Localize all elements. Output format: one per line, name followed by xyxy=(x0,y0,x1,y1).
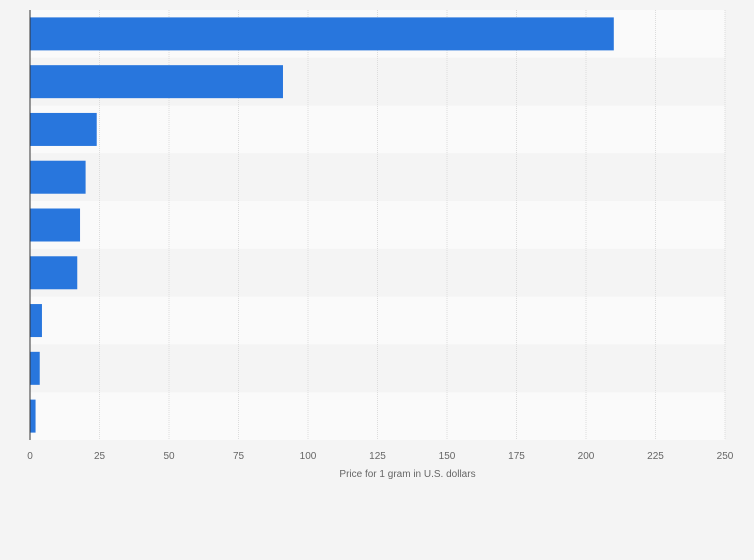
bar[interactable] xyxy=(30,351,40,385)
x-axis-title: Price for 1 gram in U.S. dollars xyxy=(339,469,475,480)
bars xyxy=(30,17,614,433)
x-tick-label: 225 xyxy=(647,451,664,462)
grid-lines xyxy=(99,10,726,440)
x-tick-label: 0 xyxy=(27,451,33,462)
x-tick-label: 100 xyxy=(300,451,317,462)
bar[interactable] xyxy=(30,399,36,433)
bar[interactable] xyxy=(30,304,42,338)
x-tick-label: 175 xyxy=(508,451,525,462)
bar[interactable] xyxy=(30,112,97,146)
row-band xyxy=(30,105,725,154)
bar[interactable] xyxy=(30,17,614,51)
bar[interactable] xyxy=(30,256,78,290)
x-tick-label: 25 xyxy=(94,451,106,462)
bar[interactable] xyxy=(30,65,283,99)
x-tick-label: 125 xyxy=(369,451,386,462)
x-tick-labels: 0 25 50 75 100 125 150 175 200 225 250 xyxy=(27,451,734,462)
bar[interactable] xyxy=(30,208,81,242)
bar[interactable] xyxy=(30,160,86,194)
x-tick-label: 75 xyxy=(233,451,245,462)
x-tick-label: 200 xyxy=(578,451,595,462)
x-tick-label: 250 xyxy=(717,451,734,462)
row-band xyxy=(30,153,725,202)
x-tick-label: 150 xyxy=(439,451,456,462)
x-tick-label: 50 xyxy=(163,451,175,462)
